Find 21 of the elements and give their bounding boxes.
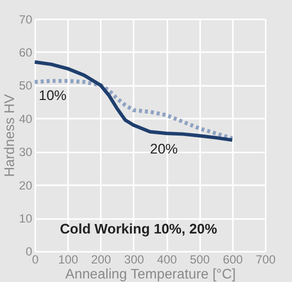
y-tick-label: 10: [19, 212, 33, 226]
y-tick-label: 20: [19, 178, 33, 192]
y-tick-label: 30: [19, 145, 33, 160]
y-axis-title: Hardness HV: [1, 94, 18, 177]
x-tick-label: 400: [156, 252, 178, 267]
line-series: [33, 60, 234, 142]
x-tick-label: 500: [190, 252, 210, 267]
annotation: Cold Working 10%, 20%: [60, 220, 218, 236]
x-tick-label: 100: [58, 252, 78, 267]
y-tick-label: 50: [19, 78, 33, 93]
x-tick-label: 200: [91, 252, 112, 267]
x-axis-title: Annealing Temperature [°C]: [65, 266, 236, 282]
y-tick-label: 70: [19, 12, 33, 26]
x-tick-label: 300: [124, 252, 144, 267]
series-label: 10%: [38, 86, 67, 103]
y-tick-label: 40: [19, 112, 33, 126]
series-label: 20%: [150, 140, 178, 157]
y-tick-label: 60: [19, 46, 33, 60]
x-tick-label: 700: [256, 252, 276, 267]
line-series: [32, 78, 234, 140]
x-tick-label: 600: [222, 252, 244, 267]
